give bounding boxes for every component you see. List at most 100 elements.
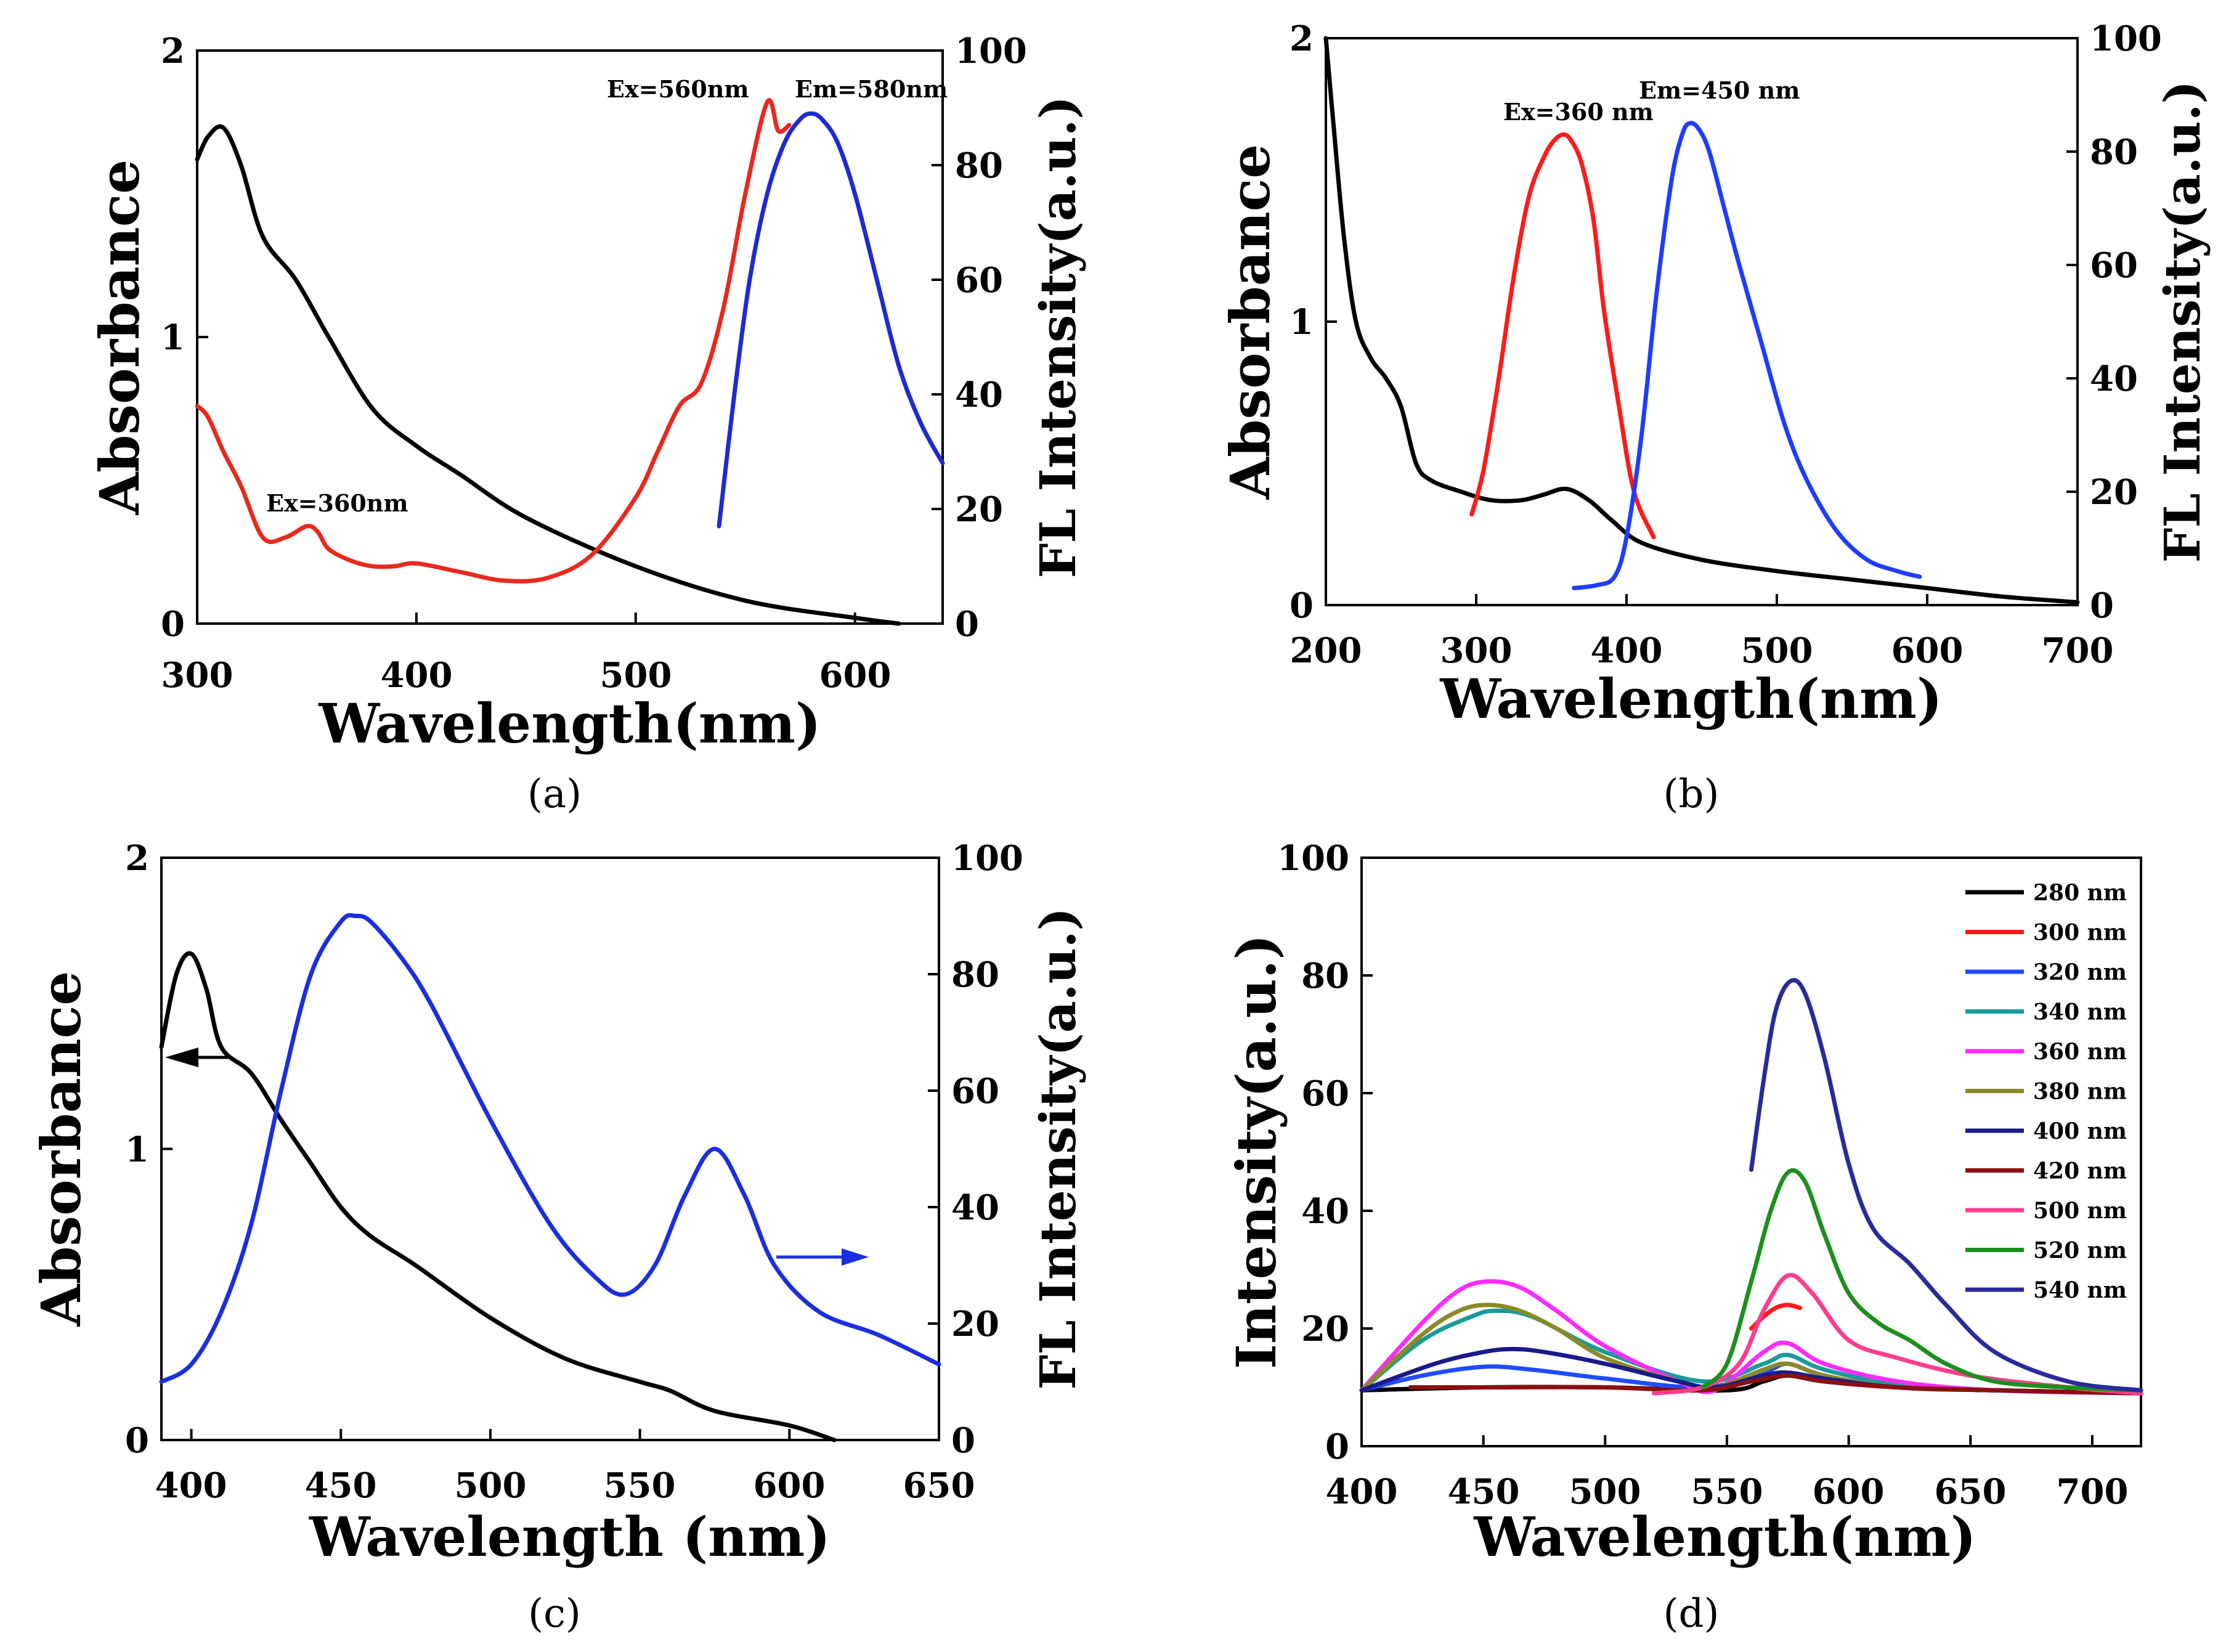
panel-a-xtick: 600 [819, 655, 892, 696]
panel-c-y-axis-title: Absorbance [29, 971, 93, 1327]
panel-c-y2-axis-title: FL Intensity(a.u.) [1029, 908, 1087, 1390]
panel-b-ticks [1325, 37, 2079, 606]
panel-a-y2tick: 20 [955, 489, 1003, 530]
panel-a-annotation: Ex=560nm [607, 75, 749, 103]
panel-b-series-line [1572, 121, 1922, 590]
panel-c-y2tick: 60 [951, 1071, 999, 1112]
legend-entry-label: 520 nm [2033, 1238, 2127, 1264]
panel-d: 100 80 60 40 20 0 400 450 500 550 600 65… [1224, 838, 2143, 1637]
panel-c-xtick: 450 [305, 1465, 377, 1506]
panel-b-y2tick: 40 [2090, 359, 2138, 399]
panel-c-y2tick: 20 [951, 1304, 999, 1345]
panel-c-y2tick: 0 [951, 1420, 975, 1461]
panel-d-series-line [1700, 1168, 2143, 1393]
panel-a-ytick: 2 [161, 31, 185, 71]
panel-d-xtick: 600 [1813, 1471, 1885, 1512]
panel-b-series-line [1323, 36, 2080, 604]
panel-d-x-axis-title: Wavelength(nm) [1473, 1505, 1976, 1569]
panel-a-y2tick: 100 [955, 31, 1027, 71]
panel-c-y2tick: 100 [951, 838, 1023, 879]
panel-a-y-axis-title: Absorbance [87, 160, 152, 516]
panel-d-xtick: 650 [1935, 1471, 2007, 1512]
panel-b-xtick: 400 [1591, 630, 1663, 671]
panel-b-y2tick: 80 [2090, 132, 2138, 173]
panel-a-y2-axis-title: FL Intensity(a.u.) [1029, 96, 1087, 579]
panel-b-annotation: Em=450 nm [1639, 76, 1800, 104]
panel-b-series-line [1469, 132, 1656, 540]
panel-a-y2tick: 40 [955, 375, 1003, 415]
panel-b-y2tick: 60 [2090, 245, 2138, 286]
panel-b-x-axis-title: Wavelength(nm) [1439, 667, 1942, 731]
panel-d-ticks [1360, 857, 2094, 1447]
panel-a-annotation: Ex=360nm [266, 489, 408, 517]
panel-c-x-axis-title: Wavelength (nm) [309, 1505, 831, 1569]
panel-c: 2 1 0 100 80 60 40 20 0 400 450 500 550 … [29, 838, 1087, 1637]
legend-entry-label: 540 nm [2033, 1277, 2127, 1303]
panel-b-plot-frame [1325, 37, 2079, 606]
legend-entry-label: 500 nm [2033, 1198, 2127, 1224]
panel-a-series-line [195, 98, 792, 584]
panel-c-series [159, 913, 941, 1442]
panel-a-series-line [717, 111, 945, 529]
panel-b-series [1323, 36, 2080, 604]
panel-b-ytick: 0 [1290, 585, 1314, 626]
panel-a-y2tick: 60 [955, 260, 1003, 301]
right-pointing-arrow [776, 1248, 869, 1266]
panel-d-ytick: 60 [1301, 1073, 1349, 1114]
panel-c-series-line [159, 913, 941, 1384]
panel-a-caption: (a) [527, 771, 582, 817]
panel-c-ticks [161, 857, 940, 1441]
panel-c-ytick: 0 [125, 1420, 149, 1461]
legend-entry-label: 400 nm [2033, 1118, 2127, 1144]
panel-c-xtick: 650 [903, 1465, 975, 1506]
panel-a-ytick: 1 [161, 317, 185, 358]
panel-c-y2tick: 40 [951, 1187, 999, 1228]
panel-d-series-line [1749, 978, 2143, 1393]
panel-d-ytick: 80 [1301, 956, 1349, 996]
left-pointing-arrow [165, 1048, 231, 1067]
panel-a-series [195, 98, 945, 626]
panel-d-xtick: 500 [1569, 1471, 1641, 1512]
panel-b-y-axis-title: Absorbance [1218, 144, 1282, 500]
panel-c-xtick: 600 [754, 1465, 826, 1506]
legend-entry-label: 300 nm [2033, 920, 2127, 946]
panel-a-ticks [196, 49, 943, 625]
panel-a-annotation: Em=580nm [795, 75, 948, 103]
panel-d-plot-frame [1360, 857, 2142, 1447]
panel-a-xtick: 300 [161, 655, 234, 696]
panel-a-y2tick: 0 [955, 604, 979, 645]
panel-d-series-line [1408, 1373, 2143, 1396]
panel-c-y2tick: 80 [951, 954, 999, 995]
panel-d-xtick: 400 [1326, 1471, 1398, 1512]
panel-b-xtick: 300 [1440, 630, 1513, 671]
panel-b-y2-axis-title: FL Intensity(a.u.) [2153, 81, 2211, 563]
panel-c-xtick: 550 [604, 1465, 676, 1506]
panel-c-ytick: 2 [125, 838, 149, 879]
panel-a-ytick: 0 [161, 604, 185, 645]
legend-entry-label: 360 nm [2033, 1039, 2127, 1065]
panel-d-caption: (d) [1663, 1591, 1720, 1637]
panel-b-annotation: Ex=360 nm [1503, 98, 1654, 126]
panel-b-caption: (b) [1663, 771, 1720, 817]
panel-d-legend: 280 nm 300 nm 320 nm 340 nm 360 nm 380 nm 400 … [1965, 880, 2127, 1303]
panel-d-y-axis-title: Intensity(a.u.) [1224, 934, 1288, 1369]
panel-b-y2tick: 100 [2090, 18, 2162, 59]
panel-b-xtick: 200 [1290, 630, 1362, 671]
panel-c-series-line [159, 951, 837, 1442]
panel-b-xtick: 500 [1741, 630, 1813, 671]
legend-entry-label: 380 nm [2033, 1079, 2127, 1105]
panel-d-ytick: 20 [1301, 1309, 1349, 1349]
panel-a-y2tick: 80 [955, 145, 1003, 186]
panel-c-ytick: 1 [125, 1129, 149, 1170]
panel-d-xtick: 550 [1691, 1471, 1763, 1512]
panel-d-xtick: 700 [2057, 1471, 2129, 1512]
panel-b-xtick: 600 [1891, 630, 1964, 671]
legend-entry-label: 280 nm [2033, 880, 2127, 906]
legend-entry-label: 340 nm [2033, 999, 2127, 1025]
panel-c-caption: (c) [528, 1591, 581, 1637]
panel-a: 2 1 0 100 80 60 40 20 0 300 400 500 600 … [87, 31, 1087, 817]
panel-c-xtick: 400 [155, 1465, 227, 1506]
panel-b-y2tick: 0 [2090, 585, 2114, 626]
legend-entry-label: 320 nm [2033, 959, 2127, 985]
